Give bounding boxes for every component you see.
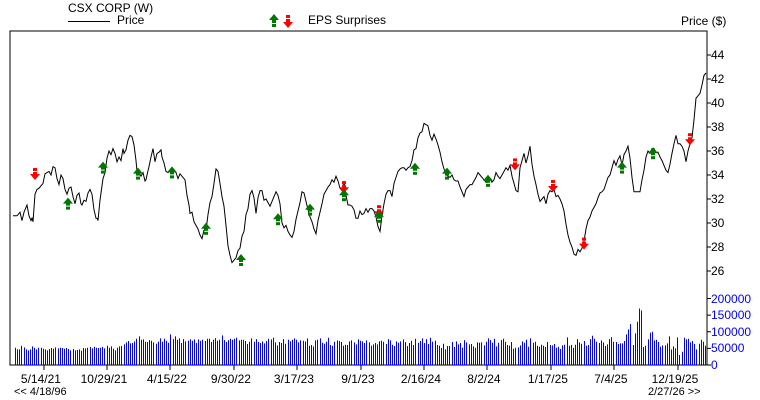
eps-miss-down-arrow-icon — [548, 180, 558, 192]
price-tick-label: 40 — [711, 96, 725, 110]
plot-frame — [9, 30, 708, 366]
date-tick-label: 7/4/25 — [594, 372, 628, 386]
eps-beat-up-arrow-icon — [617, 161, 627, 174]
date-tick-label: 10/29/21 — [80, 372, 128, 386]
eps-beat-up-arrow-icon — [236, 254, 246, 266]
eps-miss-down-arrow-icon — [579, 237, 589, 250]
volume-axis-ticks — [707, 298, 711, 366]
eps-beat-up-arrow-icon — [442, 167, 452, 180]
volume-tick-label: 0 — [711, 358, 718, 372]
date-tick-label: 8/2/24 — [467, 372, 501, 386]
price-axis-ticks — [707, 54, 711, 272]
date-tick-label: 4/15/22 — [146, 372, 187, 386]
legend-eps-label: EPS Surprises — [308, 13, 387, 27]
date-tick-label: 2/16/24 — [400, 372, 441, 386]
legend-price-label: Price — [117, 13, 145, 27]
eps-miss-down-arrow-icon — [685, 133, 695, 146]
eps-beat-up-arrow-icon — [483, 174, 493, 187]
price-tick-label: 34 — [711, 168, 725, 182]
volume-tick-label: 50000 — [711, 341, 745, 356]
eps-miss-down-arrow-icon — [510, 158, 520, 171]
date-tick-label: 9/1/23 — [341, 372, 375, 386]
eps-miss-down-arrow-icon — [30, 168, 40, 180]
legend-price-line-swatch — [68, 21, 110, 22]
price-tick-label: 36 — [711, 144, 725, 158]
volume-tick-label: 150000 — [711, 308, 752, 323]
price-axis-title: Price ($) — [681, 14, 727, 28]
price-tick-label: 38 — [711, 120, 725, 134]
nav-forward-link[interactable]: 2/27/26 >> — [648, 386, 701, 398]
eps-beat-up-arrow-icon — [98, 161, 108, 174]
date-tick-label: 12/19/25 — [651, 372, 699, 386]
eps-surprise-markers — [30, 133, 695, 266]
eps-beat-up-arrow-icon — [339, 189, 349, 202]
date-tick-label: 1/17/25 — [527, 372, 568, 386]
eps-beat-up-arrow-icon — [201, 222, 211, 235]
volume-tick-label: 100000 — [711, 324, 752, 339]
volume-tick-label: 200000 — [711, 291, 752, 306]
eps-down-arrow-icon — [283, 15, 293, 28]
volume-bars — [15, 308, 706, 365]
eps-beat-up-arrow-icon — [63, 197, 73, 210]
price-tick-label: 28 — [711, 240, 725, 254]
price-tick-label: 26 — [711, 264, 725, 278]
nav-back-link[interactable]: << 4/18/96 — [14, 386, 67, 398]
legend-eps-arrows — [269, 14, 293, 28]
eps-up-arrow-icon — [269, 14, 279, 27]
price-line — [13, 72, 707, 264]
date-axis-ticks — [43, 365, 679, 370]
eps-beat-up-arrow-icon — [410, 162, 420, 175]
price-tick-label: 44 — [711, 48, 725, 62]
date-tick-label: 5/14/21 — [20, 372, 61, 386]
eps-beat-up-arrow-icon — [167, 166, 177, 179]
eps-beat-up-arrow-icon — [133, 167, 143, 180]
price-tick-label: 30 — [711, 216, 725, 230]
eps-beat-up-arrow-icon — [374, 210, 384, 223]
eps-beat-up-arrow-icon — [305, 203, 315, 216]
eps-beat-up-arrow-icon — [648, 147, 658, 160]
price-tick-label: 42 — [711, 72, 725, 86]
price-tick-label: 32 — [711, 192, 725, 206]
chart-title: CSX CORP (W) — [68, 1, 154, 15]
date-tick-label: 9/30/22 — [210, 372, 251, 386]
eps-beat-up-arrow-icon — [273, 213, 283, 226]
date-tick-label: 3/17/23 — [273, 372, 314, 386]
